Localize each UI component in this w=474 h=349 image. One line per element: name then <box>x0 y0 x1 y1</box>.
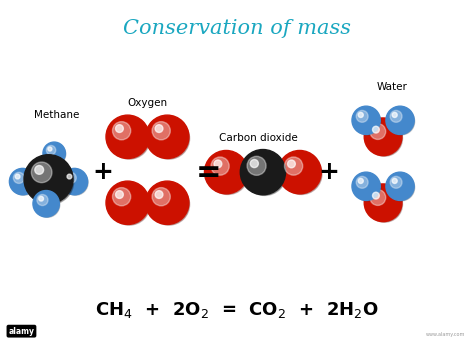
Circle shape <box>63 170 88 195</box>
Circle shape <box>35 165 44 174</box>
Circle shape <box>358 178 363 184</box>
Circle shape <box>43 142 65 164</box>
Circle shape <box>247 156 266 175</box>
Circle shape <box>281 153 322 194</box>
Circle shape <box>27 158 74 205</box>
Circle shape <box>367 186 402 222</box>
Circle shape <box>354 108 381 135</box>
Circle shape <box>48 147 52 151</box>
Circle shape <box>11 170 36 195</box>
Circle shape <box>386 106 414 134</box>
Circle shape <box>116 191 123 199</box>
Circle shape <box>211 157 229 175</box>
Text: Carbon dioxide: Carbon dioxide <box>219 133 298 143</box>
Circle shape <box>250 159 258 168</box>
Text: Methane: Methane <box>35 110 80 120</box>
Circle shape <box>106 181 149 224</box>
Circle shape <box>146 181 189 224</box>
Circle shape <box>37 194 48 206</box>
Circle shape <box>207 153 248 194</box>
Circle shape <box>356 110 368 122</box>
Circle shape <box>243 153 286 195</box>
Circle shape <box>152 188 170 206</box>
Circle shape <box>116 125 123 133</box>
Circle shape <box>112 188 131 206</box>
Text: +: + <box>92 160 113 184</box>
Circle shape <box>364 184 402 222</box>
Circle shape <box>284 157 303 175</box>
Circle shape <box>35 192 60 217</box>
Circle shape <box>148 118 190 159</box>
Circle shape <box>392 178 397 184</box>
Circle shape <box>61 168 88 195</box>
Circle shape <box>155 125 163 133</box>
Circle shape <box>39 196 44 201</box>
Circle shape <box>67 174 72 179</box>
Circle shape <box>24 155 73 204</box>
Circle shape <box>106 115 149 158</box>
Circle shape <box>288 160 295 168</box>
Circle shape <box>152 122 170 140</box>
Circle shape <box>278 150 321 194</box>
Text: Water: Water <box>377 82 408 92</box>
Circle shape <box>9 168 36 195</box>
Circle shape <box>146 115 189 158</box>
Circle shape <box>15 174 20 179</box>
Circle shape <box>390 176 402 188</box>
Circle shape <box>352 172 380 200</box>
Circle shape <box>109 184 150 225</box>
Circle shape <box>65 172 76 184</box>
Text: www.alamy.com: www.alamy.com <box>426 332 465 337</box>
Circle shape <box>31 162 52 183</box>
Circle shape <box>373 192 379 199</box>
Text: =: = <box>196 158 221 187</box>
Circle shape <box>392 112 397 118</box>
Circle shape <box>370 190 386 206</box>
Circle shape <box>204 150 248 194</box>
Circle shape <box>112 122 131 140</box>
Circle shape <box>370 124 386 140</box>
Text: alamy: alamy <box>9 327 35 336</box>
Circle shape <box>148 184 190 225</box>
Circle shape <box>386 172 414 200</box>
Circle shape <box>155 191 163 199</box>
Text: CH$_4$  +  2O$_2$  =  CO$_2$  +  2H$_2$O: CH$_4$ + 2O$_2$ = CO$_2$ + 2H$_2$O <box>95 300 379 320</box>
Circle shape <box>373 126 379 133</box>
Circle shape <box>33 191 59 217</box>
Circle shape <box>13 172 25 184</box>
Circle shape <box>240 149 285 195</box>
Circle shape <box>367 120 402 156</box>
Circle shape <box>109 118 150 159</box>
Circle shape <box>390 110 402 122</box>
Circle shape <box>45 143 66 165</box>
Circle shape <box>364 118 402 156</box>
Circle shape <box>354 174 381 201</box>
Circle shape <box>358 112 363 118</box>
Circle shape <box>388 174 415 201</box>
Circle shape <box>356 176 368 188</box>
Text: +: + <box>319 160 339 184</box>
Circle shape <box>388 108 415 135</box>
Text: Conservation of mass: Conservation of mass <box>123 19 351 38</box>
Circle shape <box>46 146 56 155</box>
Text: Oxygen: Oxygen <box>128 98 167 108</box>
Circle shape <box>352 106 380 134</box>
Circle shape <box>214 160 222 168</box>
